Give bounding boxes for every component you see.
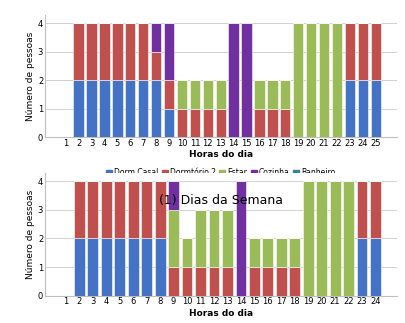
Bar xyxy=(195,210,206,267)
Bar xyxy=(357,182,367,238)
Bar xyxy=(114,182,125,238)
Bar xyxy=(345,23,355,80)
Bar xyxy=(190,109,200,137)
Bar xyxy=(182,267,192,296)
Bar xyxy=(249,238,260,267)
Bar xyxy=(87,182,98,238)
Bar xyxy=(99,80,110,137)
Bar xyxy=(332,23,342,137)
Bar xyxy=(280,109,290,137)
Bar xyxy=(138,23,148,80)
Bar xyxy=(168,210,179,267)
Bar xyxy=(267,80,277,109)
Bar xyxy=(209,210,220,267)
Bar xyxy=(228,23,239,137)
Bar xyxy=(86,23,97,80)
Bar xyxy=(128,238,139,296)
Bar xyxy=(319,23,329,137)
Bar xyxy=(128,182,139,238)
Bar xyxy=(112,80,123,137)
Bar xyxy=(101,238,112,296)
Bar xyxy=(73,80,84,137)
Bar xyxy=(138,80,148,137)
Y-axis label: Número de pessoas: Número de pessoas xyxy=(26,31,35,120)
Text: (1) Dias da Semana: (1) Dias da Semana xyxy=(159,194,283,207)
Bar xyxy=(99,23,110,80)
Bar xyxy=(267,109,277,137)
Bar xyxy=(289,267,300,296)
Bar xyxy=(303,182,313,296)
Bar xyxy=(155,182,166,238)
Bar xyxy=(371,23,381,80)
Bar xyxy=(262,267,273,296)
Bar xyxy=(151,52,161,80)
Bar xyxy=(125,80,136,137)
Bar xyxy=(101,182,112,238)
Bar xyxy=(289,238,300,267)
Bar xyxy=(222,267,233,296)
Bar xyxy=(141,182,152,238)
Bar xyxy=(164,80,174,109)
Bar xyxy=(73,23,84,80)
Bar xyxy=(241,23,252,137)
Bar xyxy=(190,80,200,109)
Bar xyxy=(151,80,161,137)
Bar xyxy=(343,182,354,296)
Bar xyxy=(236,182,246,296)
Bar xyxy=(87,238,98,296)
Bar xyxy=(330,182,341,296)
Bar xyxy=(262,238,273,267)
Bar xyxy=(177,109,187,137)
Bar xyxy=(358,80,368,137)
Bar xyxy=(74,182,85,238)
Bar xyxy=(316,182,327,296)
Bar xyxy=(249,267,260,296)
Bar xyxy=(209,267,220,296)
X-axis label: Horas do dia: Horas do dia xyxy=(189,151,253,160)
Bar xyxy=(125,23,136,80)
Bar xyxy=(202,109,213,137)
Bar xyxy=(182,238,192,267)
Bar xyxy=(371,80,381,137)
Bar xyxy=(370,238,381,296)
Legend: Dorm Casal, Dormtório 2, Estar, Cozinha, Banheiro: Dorm Casal, Dormtório 2, Estar, Cozinha,… xyxy=(106,168,335,177)
Bar xyxy=(215,109,226,137)
Bar xyxy=(114,238,125,296)
Bar xyxy=(280,80,290,109)
Bar xyxy=(151,23,161,52)
Bar xyxy=(168,267,179,296)
Bar xyxy=(358,23,368,80)
Bar xyxy=(222,210,233,267)
Bar xyxy=(345,80,355,137)
Bar xyxy=(202,80,213,109)
Bar xyxy=(254,80,264,109)
Bar xyxy=(164,23,174,80)
Bar xyxy=(112,23,123,80)
X-axis label: Horas do dia: Horas do dia xyxy=(189,309,253,318)
Bar xyxy=(164,109,174,137)
Y-axis label: Número de pessoas: Número de pessoas xyxy=(26,190,35,279)
Bar xyxy=(86,80,97,137)
Bar xyxy=(276,267,287,296)
Bar xyxy=(254,109,264,137)
Bar xyxy=(195,267,206,296)
Bar xyxy=(177,80,187,109)
Bar xyxy=(293,23,303,137)
Bar xyxy=(74,238,85,296)
Bar xyxy=(357,238,367,296)
Bar xyxy=(306,23,316,137)
Bar xyxy=(155,238,166,296)
Bar xyxy=(168,182,179,210)
Bar xyxy=(276,238,287,267)
Bar xyxy=(370,182,381,238)
Bar xyxy=(215,80,226,109)
Bar xyxy=(141,238,152,296)
